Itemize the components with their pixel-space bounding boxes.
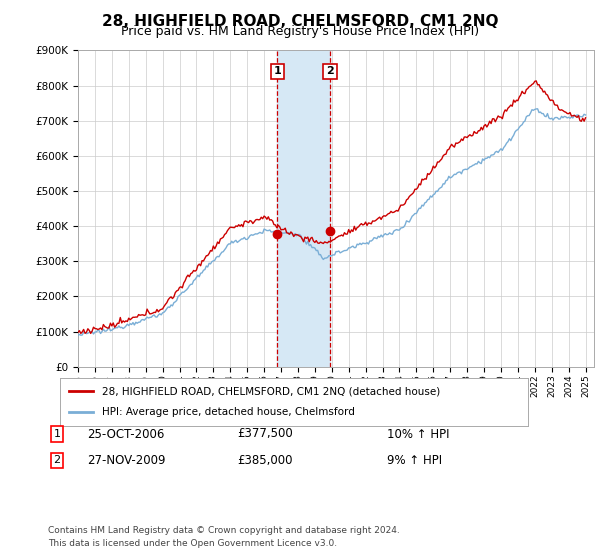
Bar (277, 50, 330, 367)
Text: This data is licensed under the Open Government Licence v3.0.: This data is licensed under the Open Gov… (48, 539, 337, 548)
Text: 9% ↑ HPI: 9% ↑ HPI (387, 454, 442, 467)
Text: 25-OCT-2006: 25-OCT-2006 (87, 427, 164, 441)
Text: £377,500: £377,500 (237, 427, 293, 441)
Text: 28, HIGHFIELD ROAD, CHELMSFORD, CM1 2NQ: 28, HIGHFIELD ROAD, CHELMSFORD, CM1 2NQ (102, 14, 498, 29)
Text: £385,000: £385,000 (237, 454, 293, 467)
Text: Contains HM Land Registry data © Crown copyright and database right 2024.: Contains HM Land Registry data © Crown c… (48, 526, 400, 535)
Text: 27-NOV-2009: 27-NOV-2009 (87, 454, 166, 467)
Text: 2: 2 (53, 455, 61, 465)
Text: 1: 1 (274, 67, 281, 77)
Text: 28, HIGHFIELD ROAD, CHELMSFORD, CM1 2NQ (detached house): 28, HIGHFIELD ROAD, CHELMSFORD, CM1 2NQ … (102, 386, 440, 396)
Text: 10% ↑ HPI: 10% ↑ HPI (387, 427, 449, 441)
Text: 2: 2 (326, 67, 334, 77)
Text: Price paid vs. HM Land Registry's House Price Index (HPI): Price paid vs. HM Land Registry's House … (121, 25, 479, 38)
Text: HPI: Average price, detached house, Chelmsford: HPI: Average price, detached house, Chel… (102, 407, 355, 417)
Text: 1: 1 (53, 429, 61, 439)
